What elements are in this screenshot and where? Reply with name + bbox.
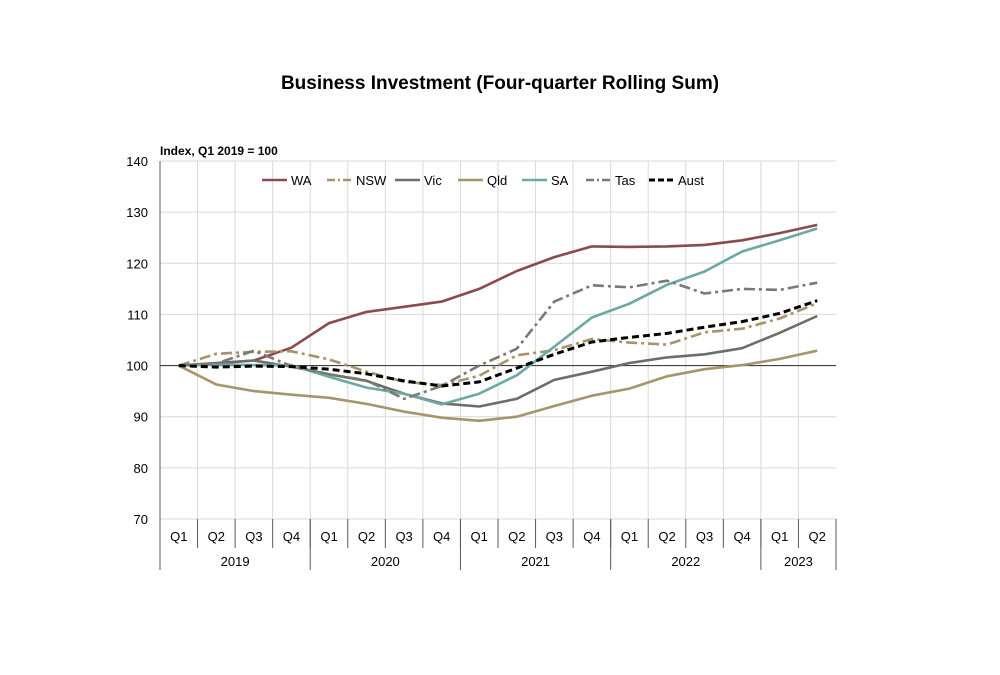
year-label: 2023 (784, 554, 813, 569)
legend-label: Vic (424, 173, 442, 188)
x-tick-label: Q3 (245, 529, 262, 544)
legend: WA NSW Vic Qld SA Tas Aust (262, 173, 704, 188)
y-tick-label: 90 (134, 410, 148, 425)
x-tick-label: Q2 (208, 529, 225, 544)
year-label: 2019 (221, 554, 250, 569)
legend-label: WA (291, 173, 312, 188)
series-line-qld (178, 349, 818, 423)
x-tick-label: Q1 (170, 529, 187, 544)
y-tick-label: 110 (127, 307, 148, 322)
legend-label: Aust (678, 173, 704, 188)
legend-label: Tas (615, 173, 636, 188)
x-tick-label: Q1 (621, 529, 638, 544)
y-tick-label: 80 (134, 461, 148, 476)
x-tick-label: Q2 (809, 529, 826, 544)
axes: 70 80 90 100 110 120 130 140 Q1 Q2 Q3 Q4 Q1 Q2 Q3 Q4 Q1 Q… (126, 154, 837, 570)
series-line-aust (178, 299, 818, 388)
x-tick-label: Q1 (771, 529, 788, 544)
y-tick-label: 140 (126, 154, 148, 169)
x-tick-label: Q4 (433, 529, 450, 544)
year-label: 2022 (671, 554, 700, 569)
legend-label: SA (551, 173, 569, 188)
x-tick-label: Q2 (508, 529, 525, 544)
x-tick-label: Q4 (733, 529, 750, 544)
series-line-tas (178, 279, 818, 401)
x-tick-label: Q2 (358, 529, 375, 544)
x-tick-label: Q4 (583, 529, 600, 544)
gridlines (160, 160, 836, 520)
y-tick-label: 100 (126, 359, 148, 374)
year-label: 2021 (521, 554, 550, 569)
y-tick-label: 120 (126, 256, 148, 271)
y-tick-label: 70 (134, 512, 148, 527)
legend-label: NSW (356, 173, 387, 188)
series-lines (178, 223, 818, 423)
x-tick-label: Q3 (696, 529, 713, 544)
legend-label: Qld (487, 173, 507, 188)
y-tick-label: 130 (126, 205, 148, 220)
x-tick-label: Q1 (320, 529, 337, 544)
x-tick-label: Q2 (658, 529, 675, 544)
y-axis-label: Index, Q1 2019 = 100 (160, 144, 278, 158)
series-line-wa (178, 223, 818, 367)
x-tick-label: Q3 (546, 529, 563, 544)
x-tick-label: Q4 (283, 529, 300, 544)
chart-title: Business Investment (Four-quarter Rollin… (281, 73, 719, 94)
series-line-sa (178, 227, 818, 406)
year-label: 2020 (371, 554, 400, 569)
x-tick-label: Q1 (471, 529, 488, 544)
x-tick-label: Q3 (395, 529, 412, 544)
